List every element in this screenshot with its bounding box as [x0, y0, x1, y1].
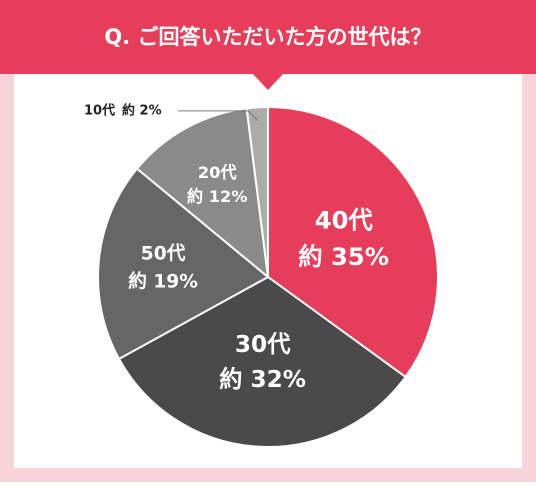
pie-slice	[97, 167, 270, 361]
pie-slice	[245, 105, 269, 278]
leader-line	[178, 110, 259, 122]
pie-slice	[135, 107, 270, 280]
slice-value-label: 約 35%	[298, 242, 389, 271]
header-pointer	[252, 73, 284, 90]
slice-value-label: 約 19%	[128, 271, 198, 293]
slice-value-label: 約 12%	[187, 187, 248, 206]
slice-label: 30代	[235, 331, 291, 358]
slice-label: 50代	[141, 244, 186, 265]
slice-label: 20代	[198, 163, 238, 182]
slice-label: 10代	[84, 102, 115, 118]
slice-value-label: 約 2%	[122, 102, 162, 118]
slice-value-label: 約 32%	[219, 366, 306, 393]
slice-label: 40代	[315, 205, 374, 234]
pie-slice	[117, 275, 407, 448]
chart-title: Q. ご回答いただいた方の世代は？	[104, 25, 431, 49]
pie-slice	[267, 105, 439, 379]
header	[0, 0, 536, 74]
